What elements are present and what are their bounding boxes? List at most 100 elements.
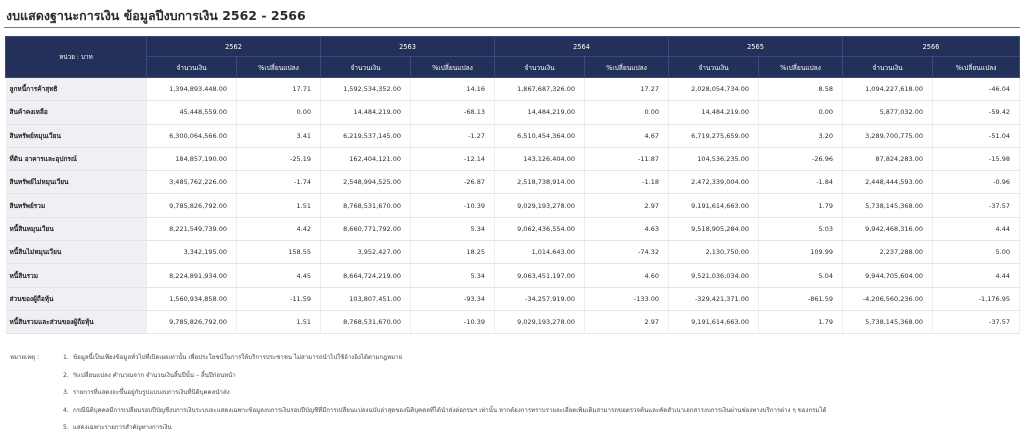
change-percent-cell: -26.87 (410, 170, 495, 195)
row-label: สินค้าคงเหลือ (5, 100, 147, 125)
amount-cell: -4,206,560,236.00 (842, 287, 933, 311)
amount-cell: 1,014,643.00 (494, 240, 585, 265)
amount-cell: 9,785,826,792.00 (146, 193, 237, 218)
change-percent-cell: 5.00 (932, 240, 1020, 265)
amount-header: จำนวนเงิน (494, 56, 585, 78)
change-percent-cell: -861.59 (758, 287, 843, 311)
table-row: หนี้สินรวม 8,224,891,934.00 4.45 8,664,724,… (5, 263, 1020, 288)
amount-cell: 1,592,534,352.00 (320, 77, 411, 102)
amount-cell: -329,421,371.00 (668, 287, 759, 311)
amount-cell: 9,029,193,278.00 (494, 310, 585, 335)
unit-label: หน่วย : บาท (5, 36, 147, 78)
change-percent-cell: -1.18 (584, 170, 669, 195)
amount-cell: 5,877,032.00 (842, 100, 933, 125)
change-percent-cell: 4.67 (584, 124, 669, 148)
change-percent-cell: -74.32 (584, 240, 669, 265)
note-item: 5. แสดงเฉพาะรายการสำคัญทางการเงิน (63, 422, 826, 433)
row-label: สินทรัพย์ไม่หมุนเวียน (5, 170, 147, 195)
financial-statement-table-container: หน่วย : บาท 2562 2563 2564 2565 2566 จำนวนเง… (5, 36, 1020, 335)
change-percent-cell: 8.58 (758, 77, 843, 102)
change-percent-cell: 0.00 (236, 100, 321, 125)
change-percent-cell: -26.96 (758, 147, 843, 172)
row-label: หนี้สินไม่หมุนเวียน (5, 240, 147, 265)
amount-cell: 45,448,559.00 (146, 100, 237, 125)
change-percent-cell: 2.97 (584, 310, 669, 335)
table-row: ส่วนของผู้ถือหุ้น 1,560,934,858.00 -11.59 1… (5, 287, 1020, 311)
amount-cell: 87,824,283.00 (842, 147, 933, 172)
amount-cell: 2,518,738,914.00 (494, 170, 585, 195)
amount-cell: 8,660,771,792.00 (320, 217, 411, 242)
change-percent-cell: -11.59 (236, 287, 321, 311)
amount-cell: 3,289,700,775.00 (842, 124, 933, 148)
table-row: หนี้สินรวมและส่วนของผู้ถือหุ้น 9,785,826,… (5, 310, 1020, 335)
amount-cell: 3,485,762,226.00 (146, 170, 237, 195)
change-percent-cell: 5.03 (758, 217, 843, 242)
amount-cell: 9,062,436,554.00 (494, 217, 585, 242)
change-percent-cell: -68.13 (410, 100, 495, 125)
row-label: ส่วนของผู้ถือหุ้น (5, 287, 147, 311)
note-item: 1. ข้อมูลนี้เป็นเพียงข้อมูลทั่วไปที่เปิดเ… (63, 352, 826, 370)
change-percent-header: %เปลี่ยนแปลง (932, 56, 1020, 78)
amount-cell: 3,342,195.00 (146, 240, 237, 265)
change-percent-cell: 4.44 (932, 263, 1020, 288)
change-percent-cell: 1.51 (236, 193, 321, 218)
table-row: สินทรัพย์หมุนเวียน 6,300,064,566.00 3.41 6,… (5, 124, 1020, 148)
change-percent-cell: -1,176.95 (932, 287, 1020, 311)
amount-cell: 6,300,064,566.00 (146, 124, 237, 148)
year-header-2565: 2565 (668, 36, 843, 57)
row-label: หนี้สินรวมและส่วนของผู้ถือหุ้น (5, 310, 147, 335)
title-divider (4, 27, 1020, 28)
table-row: หนี้สินไม่หมุนเวียน 3,342,195.00 158.55 3,9… (5, 240, 1020, 265)
table-row: สินทรัพย์รวม 9,785,826,792.00 1.51 8,768,53… (5, 193, 1020, 218)
change-percent-cell: -59.42 (932, 100, 1020, 125)
amount-cell: 6,219,537,145.00 (320, 124, 411, 148)
row-label: สินทรัพย์หมุนเวียน (5, 124, 147, 148)
amount-cell: 9,191,614,663.00 (668, 193, 759, 218)
change-percent-cell: -51.04 (932, 124, 1020, 148)
amount-header: จำนวนเงิน (146, 56, 237, 78)
table-row: สินทรัพย์ไม่หมุนเวียน 3,485,762,226.00 -1.… (5, 170, 1020, 195)
note-number: 1. (63, 354, 69, 361)
change-percent-cell: 4.45 (236, 263, 321, 288)
amount-cell: 14,484,219.00 (320, 100, 411, 125)
amount-cell: 1,867,687,326.00 (494, 77, 585, 102)
table-header: หน่วย : บาท 2562 2563 2564 2565 2566 จำนวนเง… (5, 36, 1020, 78)
row-label: หนี้สินรวม (5, 263, 147, 288)
change-percent-cell: 1.79 (758, 193, 843, 218)
year-header-2562: 2562 (146, 36, 321, 57)
note-text: ข้อมูลนี้เป็นเพียงข้อมูลทั่วไปที่เปิดเผย… (73, 354, 403, 361)
table-row: ที่ดิน อาคารและอุปกรณ์ 184,857,190.00 -25.… (5, 147, 1020, 172)
note-item: 4. กรณีนิติบุคคลมีการเปลี่ยนรอบปีบัญชีงบก… (63, 405, 826, 423)
note-item: 3. รายการที่แสดงจะขึ้นอยู่กับรูปแบบงบการเ… (63, 387, 826, 405)
amount-cell: 8,768,531,670.00 (320, 193, 411, 218)
change-percent-cell: -133.00 (584, 287, 669, 311)
amount-cell: -34,257,919.00 (494, 287, 585, 311)
amount-cell: 9,518,905,284.00 (668, 217, 759, 242)
change-percent-cell: -1.27 (410, 124, 495, 148)
change-percent-cell: 0.00 (758, 100, 843, 125)
change-percent-cell: -11.87 (584, 147, 669, 172)
amount-cell: 8,221,549,739.00 (146, 217, 237, 242)
row-label: หนี้สินหมุนเวียน (5, 217, 147, 242)
amount-cell: 104,536,235.00 (668, 147, 759, 172)
amount-cell: 5,738,145,368.00 (842, 193, 933, 218)
amount-cell: 9,942,468,316.00 (842, 217, 933, 242)
amount-cell: 5,738,145,368.00 (842, 310, 933, 335)
notes-heading: หมายเหตุ : (10, 354, 40, 361)
amount-cell: 184,857,190.00 (146, 147, 237, 172)
row-label: สินทรัพย์รวม (5, 193, 147, 218)
amount-cell: 162,404,121.00 (320, 147, 411, 172)
note-number: 2. (63, 371, 69, 379)
amount-cell: 1,394,893,448.00 (146, 77, 237, 102)
notes-list: 1. ข้อมูลนี้เป็นเพียงข้อมูลทั่วไปที่เปิดเ… (63, 352, 826, 433)
amount-cell: 2,028,054,734.00 (668, 77, 759, 102)
change-percent-cell: -37.57 (932, 193, 1020, 218)
amount-cell: 1,560,934,858.00 (146, 287, 237, 311)
amount-cell: 6,719,275,659.00 (668, 124, 759, 148)
change-percent-cell: 1.79 (758, 310, 843, 335)
amount-cell: 2,130,750.00 (668, 240, 759, 265)
change-percent-cell: 18.25 (410, 240, 495, 265)
change-percent-cell: 14.16 (410, 77, 495, 102)
note-number: 3. (63, 389, 69, 396)
change-percent-cell: -1.84 (758, 170, 843, 195)
